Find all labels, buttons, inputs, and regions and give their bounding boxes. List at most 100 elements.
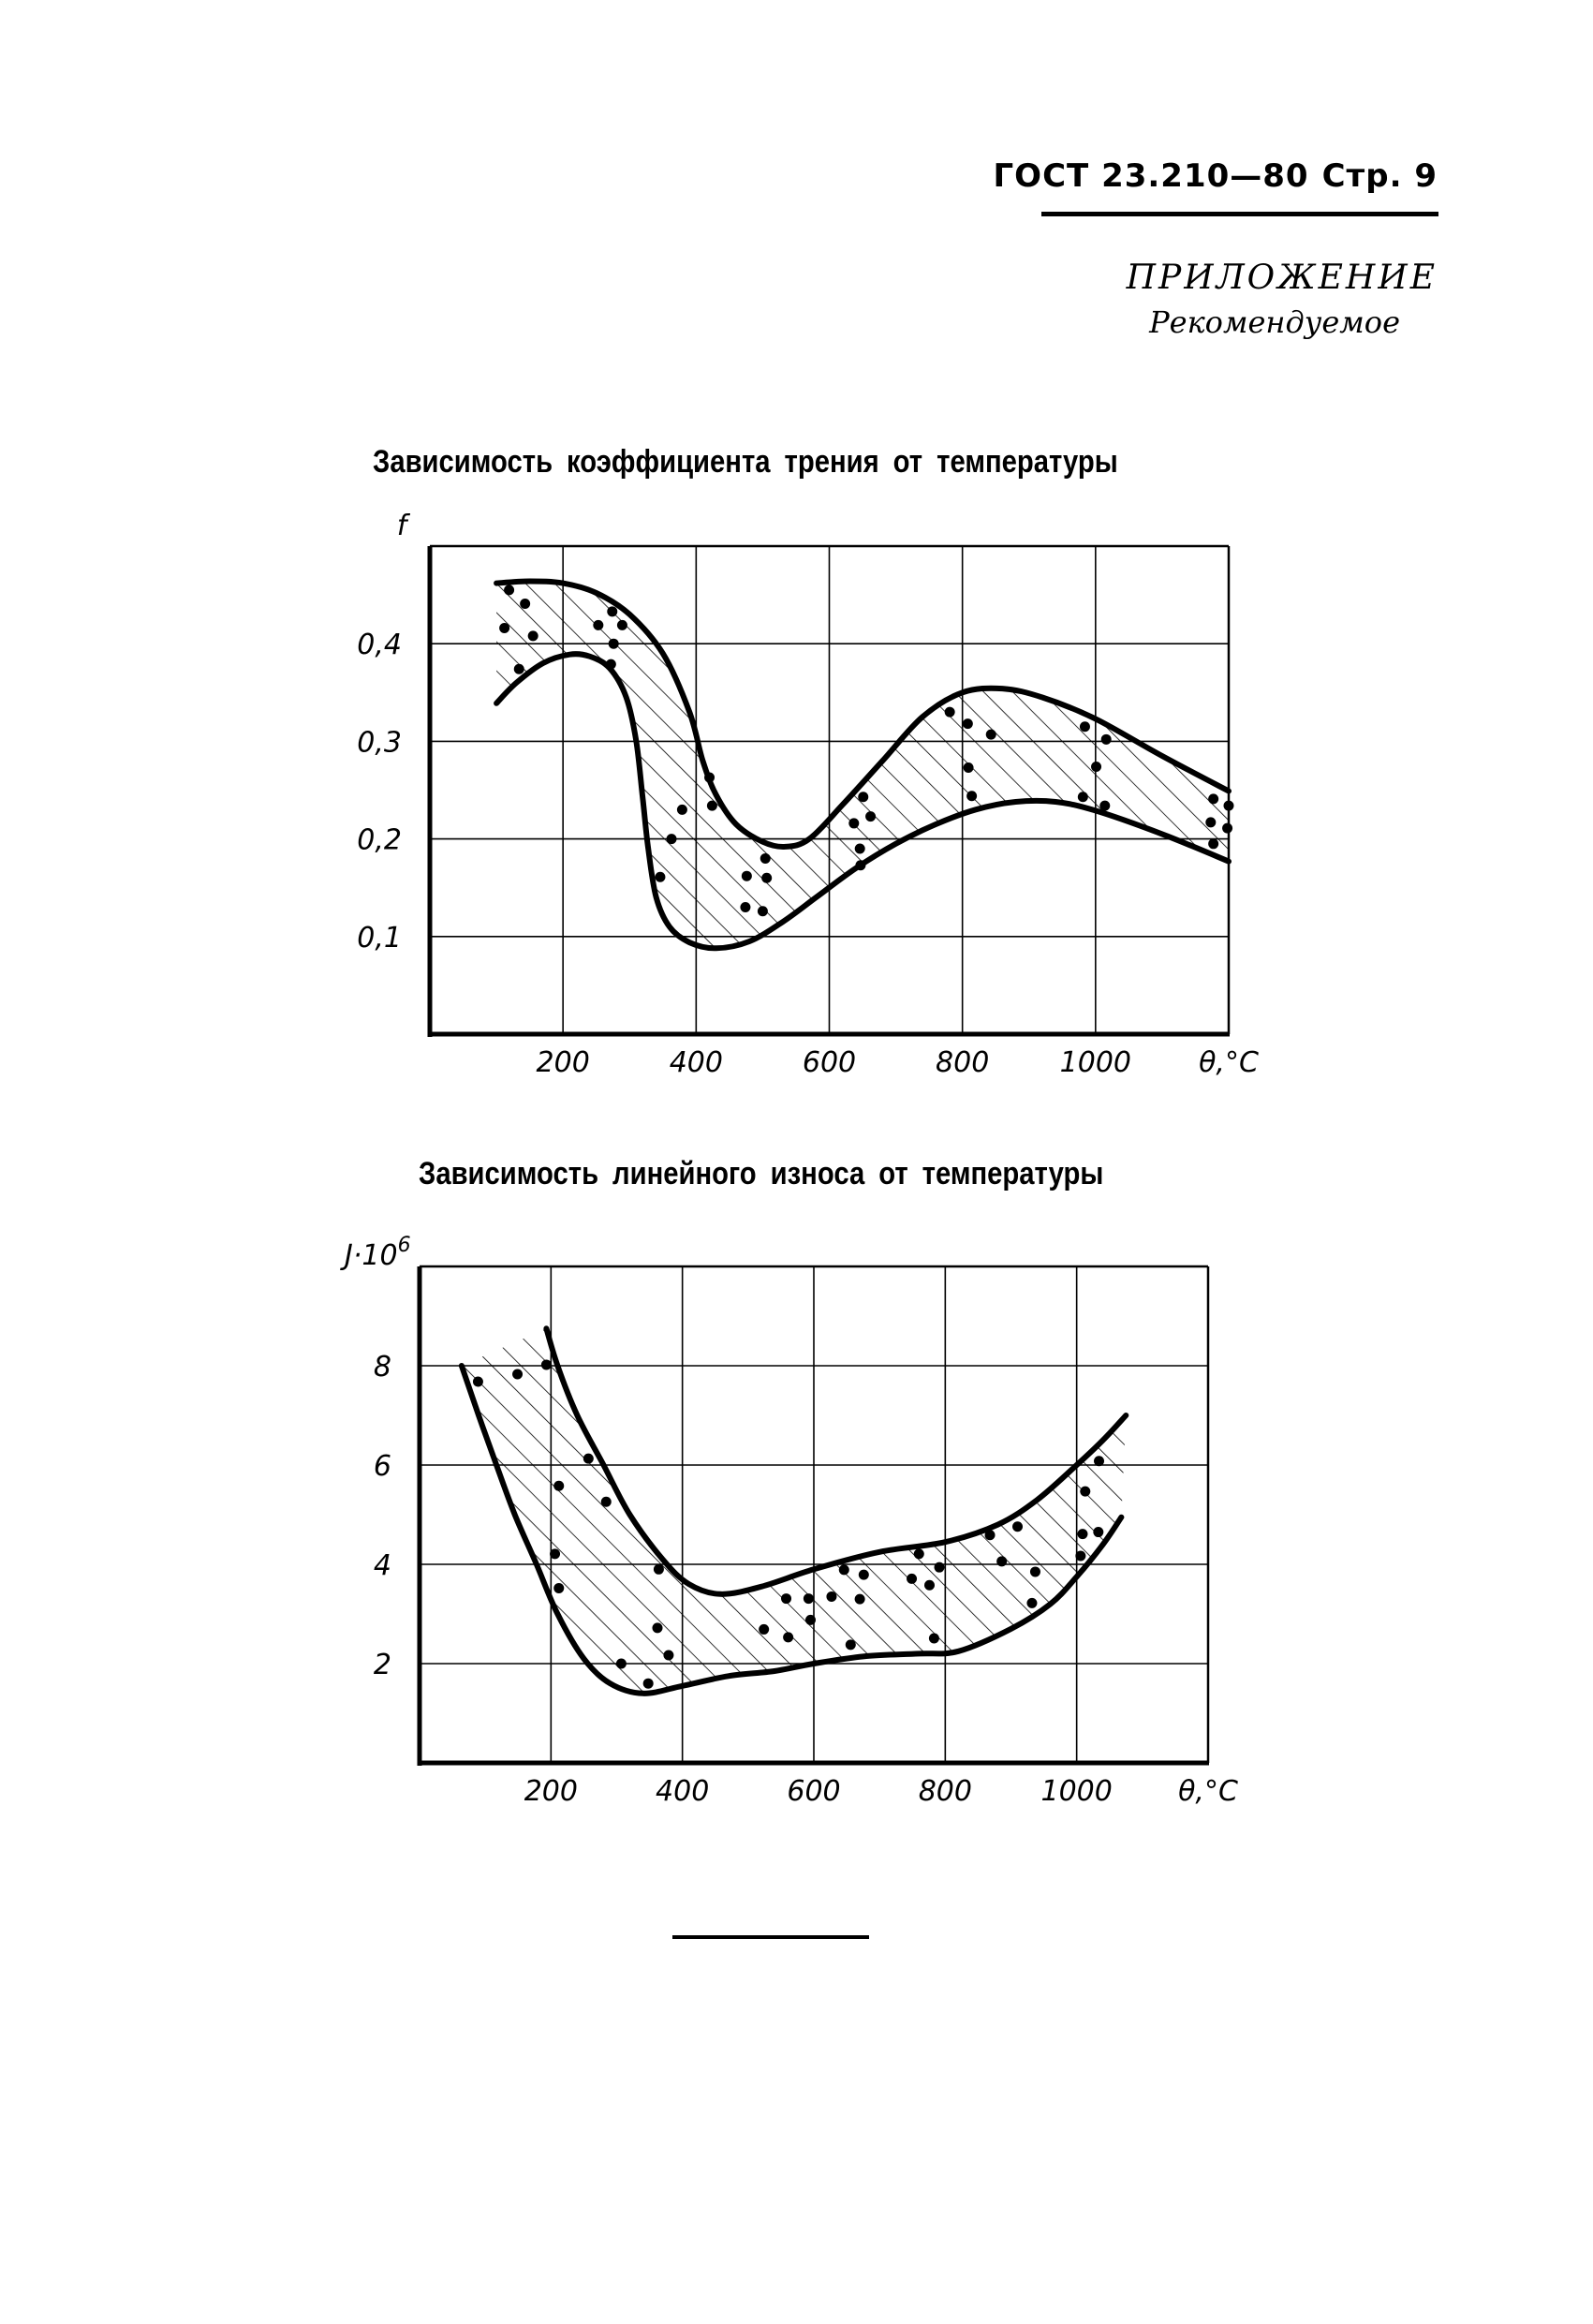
data-point <box>527 630 538 642</box>
y-axis-label: f <box>397 510 411 542</box>
data-point <box>540 1359 552 1370</box>
data-point <box>781 1593 792 1605</box>
y-tick-label: 0,1 <box>357 922 402 955</box>
page-number: Стр. 9 <box>1321 157 1438 195</box>
data-point <box>760 852 771 864</box>
data-point <box>1099 800 1111 811</box>
data-point <box>1029 1566 1040 1577</box>
appendix-status: Рекомендуемое <box>1149 304 1400 340</box>
x-tick-label: 400 <box>670 1046 723 1079</box>
data-point <box>615 1658 627 1669</box>
data-point <box>913 1548 924 1560</box>
data-point <box>1079 721 1090 733</box>
data-point <box>607 606 618 617</box>
x-tick-label: 600 <box>787 1775 840 1808</box>
data-point <box>504 585 515 596</box>
data-point <box>1077 792 1088 803</box>
data-point <box>826 1591 837 1602</box>
data-point <box>706 800 717 811</box>
data-point <box>907 1573 918 1584</box>
data-point <box>944 706 955 718</box>
data-point <box>520 598 531 609</box>
data-point <box>608 638 619 649</box>
data-point <box>472 1376 483 1387</box>
data-point <box>759 1623 770 1635</box>
data-point <box>740 902 751 913</box>
data-point <box>1075 1550 1086 1562</box>
data-point <box>1208 838 1219 850</box>
data-point <box>1077 1529 1088 1540</box>
friction-coefficient-chart: 200 400 600 800 1000 θ,°C 0,1 0,2 0,3 0,4 f <box>357 510 1259 1079</box>
data-point <box>854 843 865 854</box>
y-tick-label: 0,3 <box>357 726 402 759</box>
x-tick-label: 1000 <box>1060 1046 1131 1079</box>
hatched-band <box>496 581 1229 949</box>
data-point <box>996 1556 1008 1567</box>
data-point <box>1026 1597 1038 1608</box>
data-point <box>845 1639 856 1650</box>
data-point <box>653 1563 664 1575</box>
data-point <box>512 1369 524 1380</box>
data-point <box>1080 1486 1091 1497</box>
data-point <box>865 811 877 822</box>
data-point <box>616 619 627 630</box>
lower-bound-curve <box>494 651 1232 952</box>
data-point <box>1012 1521 1024 1532</box>
chart-title-friction: Зависимость коэффициента трения от темпе… <box>373 444 1118 480</box>
upper-bound-curve <box>494 578 1232 851</box>
end-separator-rule <box>672 1935 869 1939</box>
data-point <box>803 1593 814 1605</box>
x-tick-label: 600 <box>803 1046 856 1079</box>
data-point <box>963 762 974 774</box>
document-header: ГОСТ 23.210—80 Стр. 9 <box>994 157 1438 195</box>
data-point <box>1091 761 1102 772</box>
y-tick-label: 4 <box>374 1549 391 1582</box>
data-point <box>966 791 978 802</box>
y-tick-label: 2 <box>374 1649 391 1681</box>
data-point <box>923 1579 935 1591</box>
header-rule <box>1041 212 1438 216</box>
data-point <box>804 1614 816 1625</box>
lower-bound-curve <box>458 1363 1125 1696</box>
linear-wear-chart: 200 400 600 800 1000 θ,°C 2 4 6 8 J·106 <box>340 1234 1238 1808</box>
data-point <box>848 818 860 829</box>
data-point <box>1208 793 1219 805</box>
data-point <box>1100 733 1112 745</box>
x-axis-label: θ,°C <box>1199 1046 1259 1079</box>
x-tick-label: 400 <box>656 1775 709 1808</box>
data-point <box>583 1453 594 1464</box>
data-point <box>1223 800 1234 811</box>
data-point <box>783 1632 794 1643</box>
standard-number: ГОСТ 23.210—80 <box>993 157 1309 195</box>
hatched-band <box>461 1328 1127 1694</box>
x-tick-label: 800 <box>919 1775 972 1808</box>
data-point <box>663 1650 674 1661</box>
data-point <box>757 906 768 917</box>
chart-title-wear: Зависимость линейного износа от температ… <box>419 1156 1104 1192</box>
data-point <box>605 659 616 670</box>
x-tick-label: 200 <box>524 1775 578 1808</box>
y-tick-label: 8 <box>374 1351 391 1384</box>
data-point <box>934 1562 945 1573</box>
appendix-title: ПРИЛОЖЕНИЕ <box>1126 259 1438 297</box>
data-point <box>855 860 866 871</box>
y-axis-label: J·106 <box>340 1234 411 1272</box>
data-point <box>1222 822 1233 834</box>
data-point <box>704 772 715 783</box>
data-point <box>642 1678 654 1689</box>
data-point <box>838 1564 849 1576</box>
data-point <box>1094 1456 1105 1467</box>
data-point <box>513 663 524 674</box>
data-point <box>652 1622 663 1634</box>
data-point <box>499 623 510 634</box>
data-point <box>985 729 996 740</box>
data-point <box>858 792 869 803</box>
upper-bound-curve <box>543 1325 1129 1597</box>
data-point <box>676 804 687 815</box>
data-point <box>741 870 752 881</box>
data-point <box>600 1496 612 1507</box>
data-point <box>666 834 677 845</box>
data-point <box>553 1582 565 1593</box>
x-tick-label: 1000 <box>1040 1775 1112 1808</box>
